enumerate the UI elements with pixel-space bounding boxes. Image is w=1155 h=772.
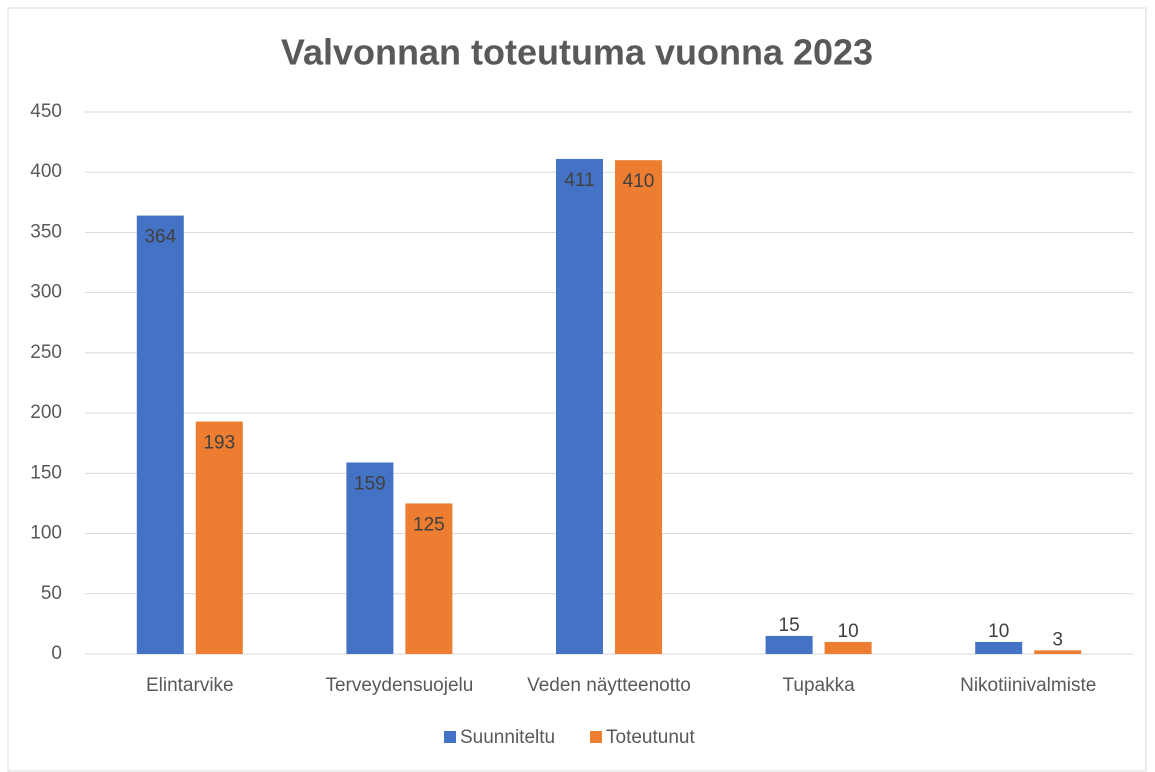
chart-title: Valvonnan toteutuma vuonna 2023 — [281, 32, 873, 73]
data-label: 159 — [354, 474, 386, 495]
x-tick-label: Veden näytteenotto — [527, 675, 691, 696]
data-label: 125 — [413, 514, 445, 535]
data-label: 410 — [623, 171, 655, 192]
bar — [975, 641, 1023, 654]
legend-swatch — [590, 731, 602, 743]
data-label: 364 — [144, 227, 176, 248]
legend-label: Toteutunut — [606, 727, 695, 748]
data-label: 193 — [203, 433, 235, 454]
bar — [1034, 650, 1082, 654]
bar — [195, 421, 243, 654]
legend-label: Suunniteltu — [460, 727, 555, 748]
y-tick-label: 150 — [30, 462, 62, 483]
bar — [346, 462, 394, 654]
x-tick-label: Elintarvike — [146, 675, 234, 696]
y-tick-label: 450 — [30, 101, 62, 122]
data-label: 10 — [838, 621, 859, 642]
y-tick-label: 200 — [30, 402, 62, 423]
y-tick-label: 100 — [30, 523, 62, 544]
data-label: 3 — [1052, 629, 1063, 650]
y-tick-label: 0 — [51, 643, 62, 664]
data-label: 411 — [564, 170, 594, 191]
y-tick-label: 250 — [30, 342, 62, 363]
bar — [615, 160, 662, 654]
x-tick-label: Tupakka — [783, 675, 856, 696]
x-tick-label: Terveydensuojelu — [325, 675, 473, 696]
y-tick-label: 350 — [30, 221, 62, 242]
bar — [405, 503, 453, 654]
y-tick-label: 400 — [30, 161, 62, 182]
bar — [556, 158, 603, 654]
y-tick-label: 50 — [41, 583, 62, 604]
bar — [765, 635, 813, 654]
data-label: 15 — [779, 615, 800, 636]
y-tick-label: 300 — [30, 282, 62, 303]
x-tick-label: Nikotiinivalmiste — [960, 675, 1096, 696]
legend-swatch — [444, 731, 456, 743]
bar — [136, 215, 184, 655]
bar — [824, 641, 872, 654]
data-label: 10 — [988, 621, 1009, 642]
